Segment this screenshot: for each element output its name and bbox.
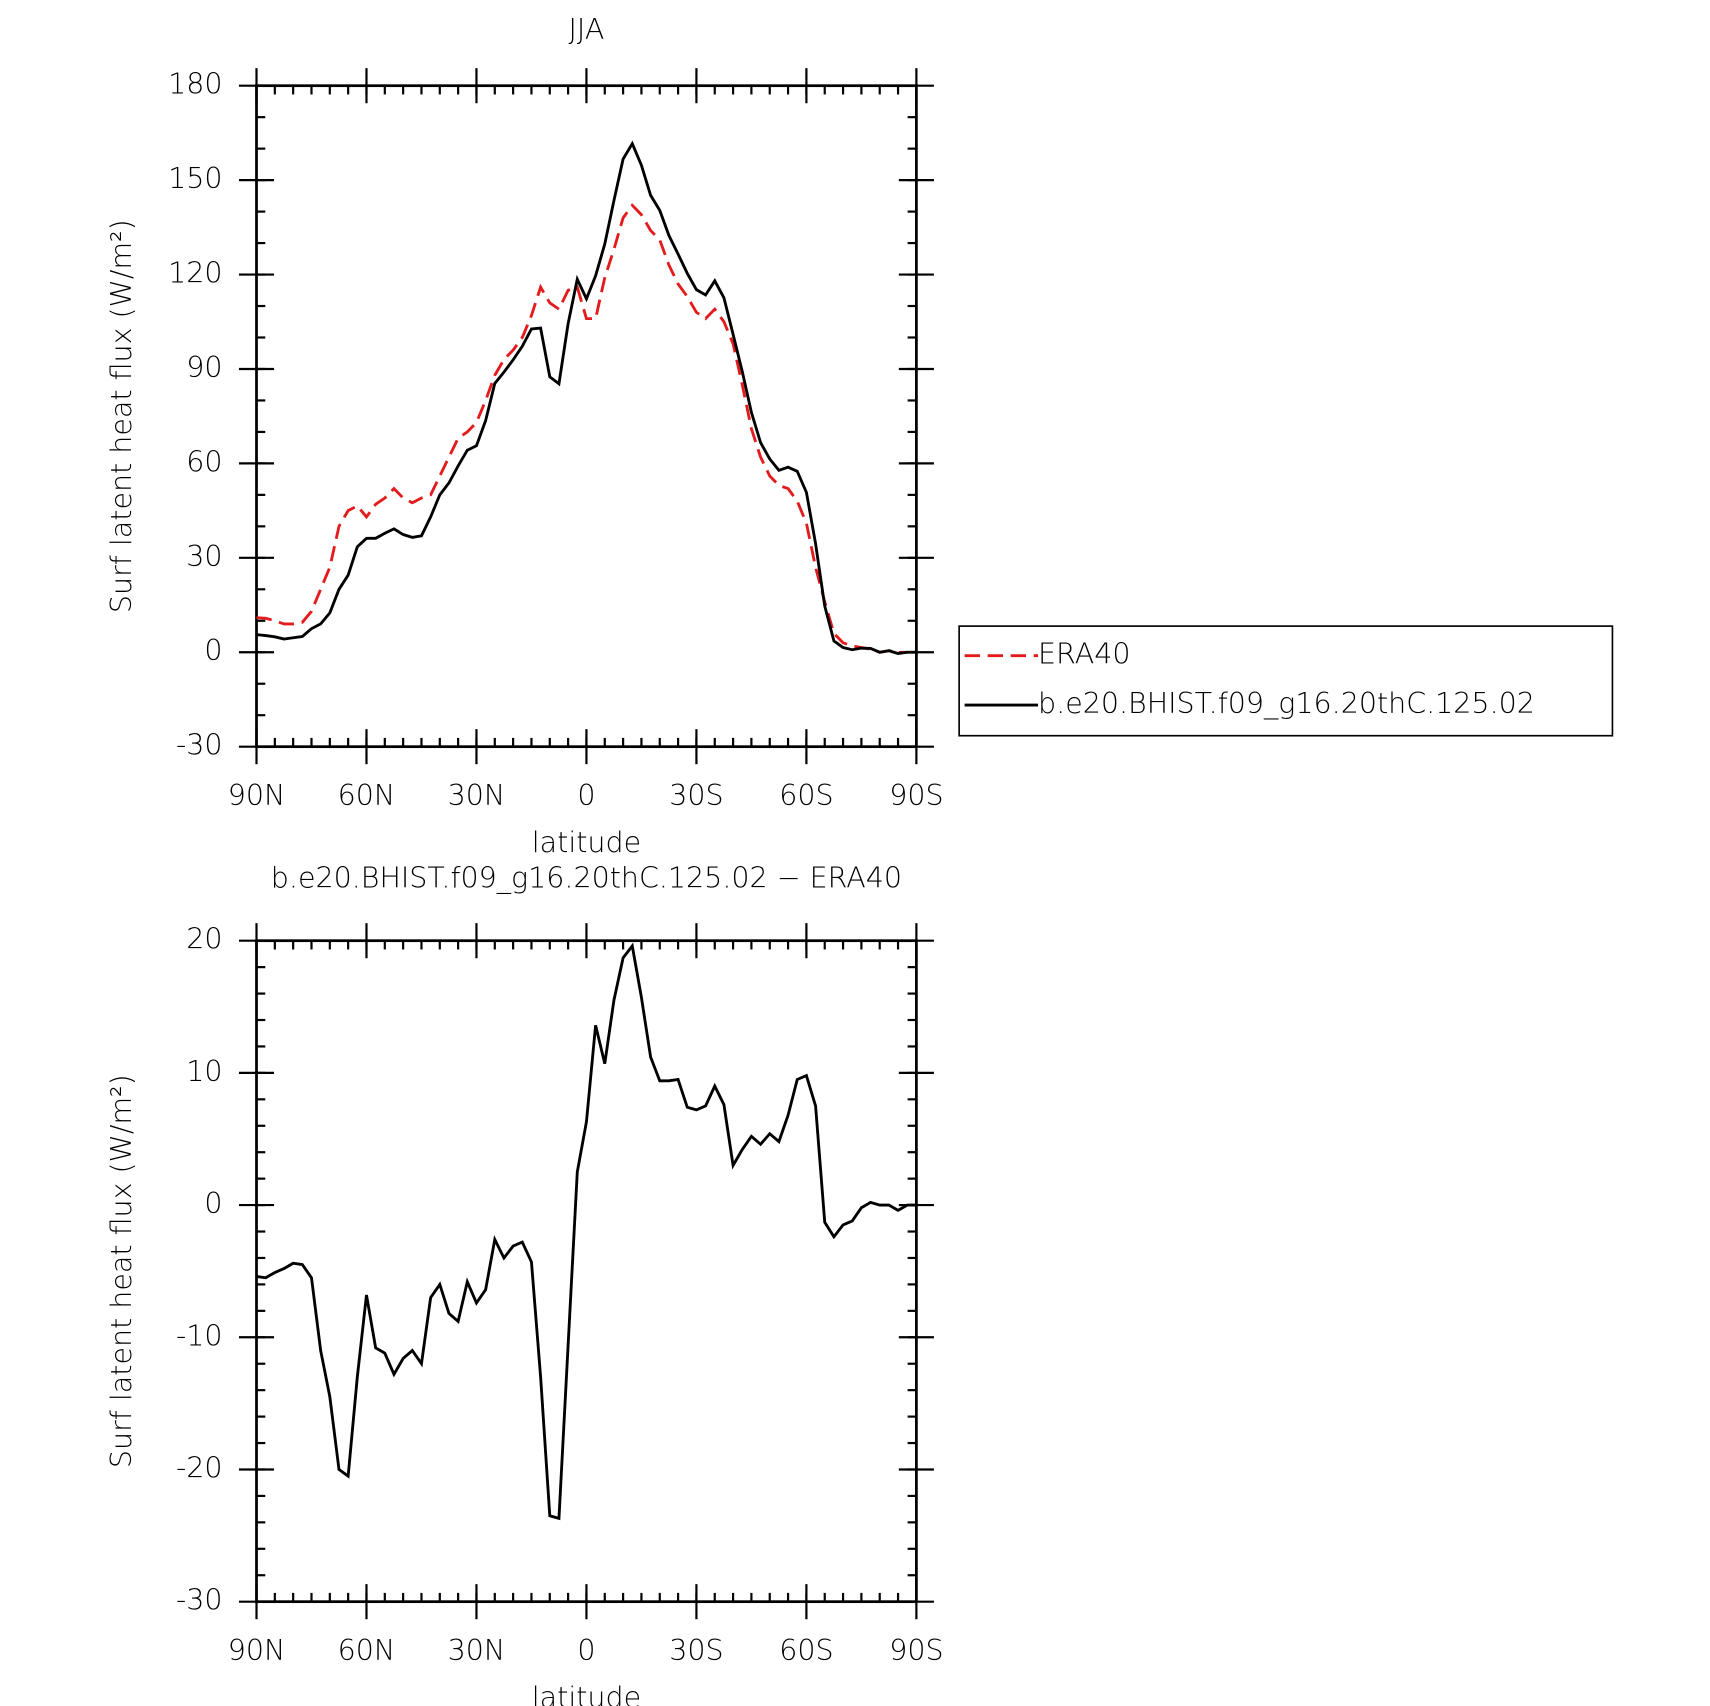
x-tick-label: 0 <box>577 1634 595 1667</box>
y-axis-label: Surf latent heat flux (W/m²) <box>105 1074 138 1468</box>
x-tick-label: 30S <box>669 1634 723 1667</box>
x-tick-label: 30S <box>669 779 723 812</box>
x-tick-label: 60S <box>779 1634 833 1667</box>
y-tick-label: 30 <box>186 540 222 573</box>
y-tick-label: 20 <box>186 923 222 956</box>
data-line <box>256 140 917 655</box>
y-axis-label: Surf latent heat flux (W/m²) <box>105 219 138 613</box>
y-tick-label: -20 <box>176 1451 223 1484</box>
y-tick-label: 10 <box>186 1055 222 1088</box>
x-tick-label: 90S <box>889 779 943 812</box>
x-tick-label: 60N <box>338 779 396 812</box>
x-tick-label: 90N <box>228 779 286 812</box>
plot-frame <box>255 939 918 1604</box>
legend-label: b.e20.BHIST.f09_g16.20thC.125.02 <box>1038 687 1535 721</box>
y-tick-label: 120 <box>168 257 222 290</box>
data-line <box>256 942 917 1521</box>
x-axis-label: latitude <box>532 1681 641 1706</box>
chart-title: b.e20.BHIST.f09_g16.20thC.125.02 − ERA40 <box>271 861 902 895</box>
x-tick-label: 60S <box>779 779 833 812</box>
x-tick-label: 60N <box>338 1634 396 1667</box>
x-tick-label: 90N <box>228 1634 286 1667</box>
chart-title: JJA <box>569 13 605 46</box>
y-tick-label: 60 <box>186 445 222 478</box>
y-tick-label: -30 <box>176 729 223 762</box>
y-tick-label: 180 <box>168 68 222 101</box>
x-tick-label: 90S <box>889 1634 943 1667</box>
y-tick-label: 0 <box>204 1187 222 1220</box>
x-tick-label: 30N <box>448 1634 506 1667</box>
y-tick-label: 0 <box>204 634 222 667</box>
data-line <box>256 203 917 654</box>
y-tick-label: 90 <box>186 351 222 384</box>
legend-label: ERA40 <box>1038 638 1130 671</box>
x-tick-label: 0 <box>577 779 595 812</box>
legend-box <box>958 625 1614 737</box>
y-tick-label: -10 <box>176 1319 223 1352</box>
x-tick-label: 30N <box>448 779 506 812</box>
y-tick-label: 150 <box>168 162 222 195</box>
plot-frame <box>255 84 918 749</box>
x-axis-label: latitude <box>532 826 641 859</box>
y-tick-label: -30 <box>176 1584 223 1617</box>
